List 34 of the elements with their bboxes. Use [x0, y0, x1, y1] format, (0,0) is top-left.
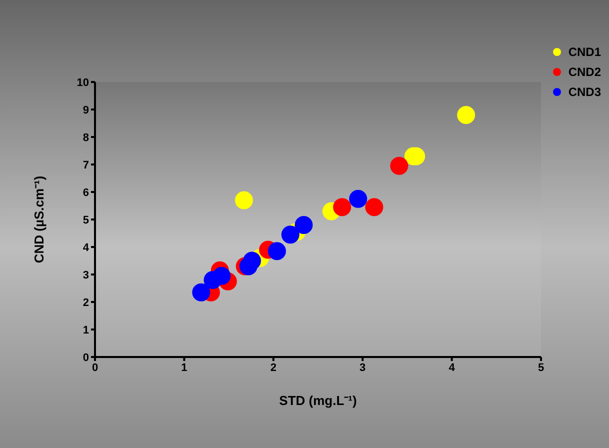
point	[212, 266, 231, 285]
point	[457, 106, 476, 124]
y-tick-label: 9	[82, 104, 89, 116]
point	[242, 252, 261, 270]
legend-label: CND3	[568, 84, 601, 101]
point	[365, 198, 384, 216]
y-tick-label: 2	[82, 296, 89, 309]
point	[349, 190, 368, 208]
point	[390, 156, 408, 175]
y-tick-label: 7	[82, 159, 89, 172]
x-tick-label: 2	[270, 362, 276, 374]
y-tick-label: 4	[82, 242, 90, 254]
y-axis-title: CND (µS.cm⁻¹)	[32, 176, 47, 264]
point	[281, 226, 300, 244]
x-tick-label: 3	[360, 362, 366, 374]
x-tick-label: 5	[538, 362, 544, 374]
x-tick-label: 1	[181, 362, 188, 374]
point	[268, 242, 286, 260]
point	[294, 216, 313, 234]
y-tick-label: 10	[76, 76, 89, 89]
point	[333, 198, 352, 216]
y-tick-label: 8	[82, 132, 89, 144]
y-tick-label: 1	[82, 324, 89, 336]
y-tick-label: 0	[82, 352, 89, 364]
y-tick-label: 5	[82, 214, 89, 226]
point	[192, 283, 210, 302]
x-tick-label: 0	[92, 362, 98, 374]
legend-label: CND1	[568, 44, 601, 61]
x-axis-title: STD (mg.L⁻¹)	[279, 393, 357, 408]
y-tick-label: 3	[82, 269, 89, 282]
x-tick-label: 4	[448, 362, 456, 374]
legend-label: CND2	[568, 64, 601, 81]
point	[234, 191, 253, 210]
y-tick-label: 6	[82, 186, 89, 199]
